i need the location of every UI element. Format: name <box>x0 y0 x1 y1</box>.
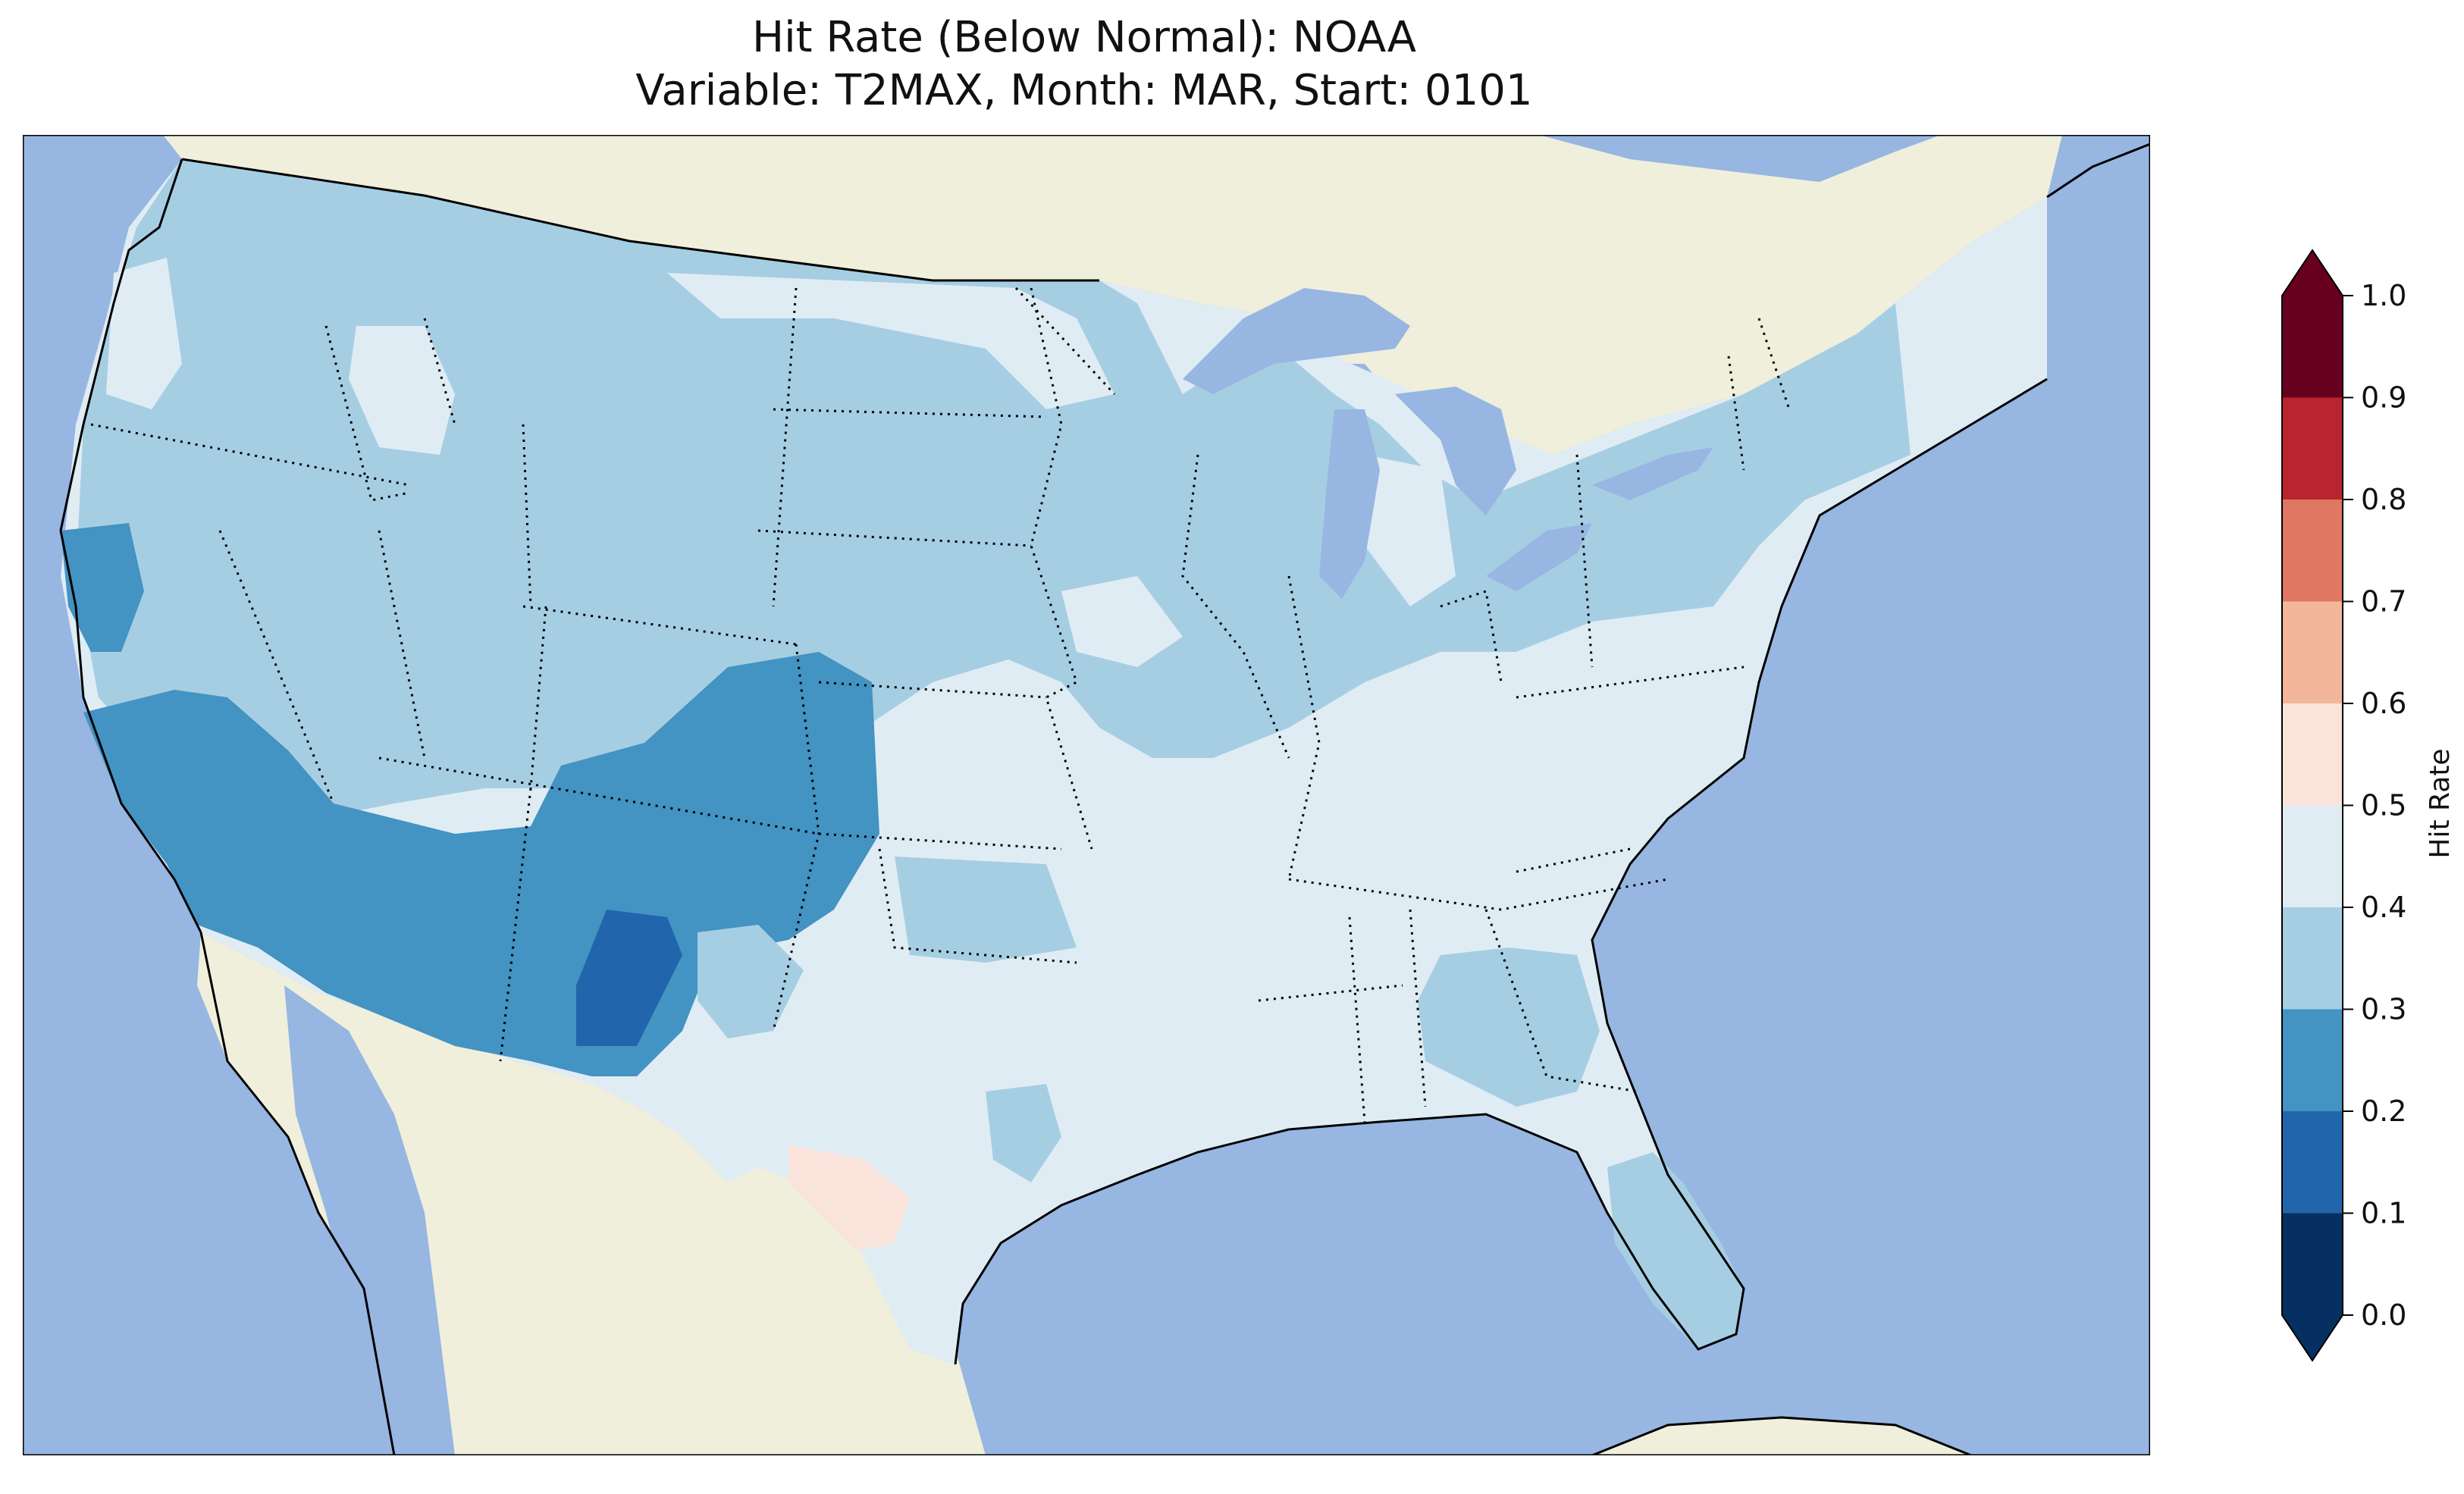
colorbar-tick-label: 0.5 <box>2361 789 2406 822</box>
colorbar-extend-min <box>2282 1315 2343 1361</box>
colorbar-bin-7 <box>2282 500 2343 602</box>
state-borders-west <box>90 318 820 1062</box>
gulf-of-california <box>284 985 455 1455</box>
chart-title: Hit Rate (Below Normal): NOAA <box>751 13 1417 62</box>
baja-coastline <box>199 932 396 1455</box>
colorbar-bin-9 <box>2282 296 2343 398</box>
state-borders-central <box>757 287 1116 964</box>
chart-subtitle: Variable: T2MAX, Month: MAR, Start: 0101 <box>635 66 1533 115</box>
colorbar: 0.0 0.1 0.2 0.3 0.4 0.5 0.6 0.7 0.8 0.9 1.0 Hit Ra… <box>2281 249 2456 1362</box>
cuba-land <box>1592 1417 1971 1455</box>
region-central-texas-band <box>986 1084 1061 1182</box>
colorbar-extend-max <box>2282 250 2343 296</box>
canada-land <box>163 135 2062 576</box>
region-oklahoma <box>895 857 1077 963</box>
colorbar-tick-label: 0.7 <box>2361 585 2406 619</box>
patch-dakota <box>667 273 1114 409</box>
region-southwest <box>83 652 879 1076</box>
colorbar-bin-8 <box>2282 397 2343 500</box>
region-west-north <box>76 159 1911 834</box>
colorbar-tick-label: 0.0 <box>2361 1298 2406 1332</box>
colorbar-bin-2 <box>2282 1009 2343 1111</box>
colorbar-tick-label: 1.0 <box>2361 279 2406 312</box>
gulf-coastline <box>954 377 2048 1365</box>
lake-michigan <box>1319 409 1380 599</box>
cuba-coast <box>1591 1416 1972 1455</box>
lake-ontario <box>1592 447 1713 500</box>
lake-huron <box>1395 387 1516 515</box>
region-south-texas <box>788 1145 910 1251</box>
map-panel <box>23 135 2150 1455</box>
colorbar-label: Hit Rate <box>2425 748 2456 858</box>
region-georgia <box>1418 947 1600 1107</box>
colorbar-bin-4 <box>2282 805 2343 907</box>
colorbar-tick-label: 0.2 <box>2361 1095 2406 1128</box>
lake-erie <box>1486 523 1592 591</box>
colorbar-bin-5 <box>2282 703 2343 806</box>
canada-east-coast <box>2046 143 2150 199</box>
colorbar-bin-0 <box>2282 1213 2343 1315</box>
patch-iowa <box>1061 576 1183 667</box>
colorbar-bin-1 <box>2282 1111 2343 1214</box>
region-southern-nm <box>576 910 682 1046</box>
us-canada-border <box>181 158 1099 282</box>
colorbar-tick-label: 0.3 <box>2361 993 2406 1026</box>
colorbar-tick-label: 0.8 <box>2361 483 2406 516</box>
state-borders-east <box>1181 318 1791 1123</box>
colorbar-tick-label: 0.4 <box>2361 891 2406 924</box>
patch-michigan <box>1365 455 1456 606</box>
west-coastline <box>59 158 202 933</box>
patch-nw <box>106 258 182 409</box>
colorbar-bin-6 <box>2282 601 2343 703</box>
colorbar-tick-label: 0.1 <box>2361 1197 2406 1230</box>
lake-superior <box>1183 288 1410 394</box>
colorbar-tick-label: 0.9 <box>2361 381 2406 415</box>
patch-idaho <box>349 326 455 455</box>
colorbar-tick-label: 0.6 <box>2361 687 2406 720</box>
region-coastal-ca <box>61 523 144 652</box>
region-florida <box>1607 1152 1744 1349</box>
colorbar-bin-3 <box>2282 907 2343 1010</box>
